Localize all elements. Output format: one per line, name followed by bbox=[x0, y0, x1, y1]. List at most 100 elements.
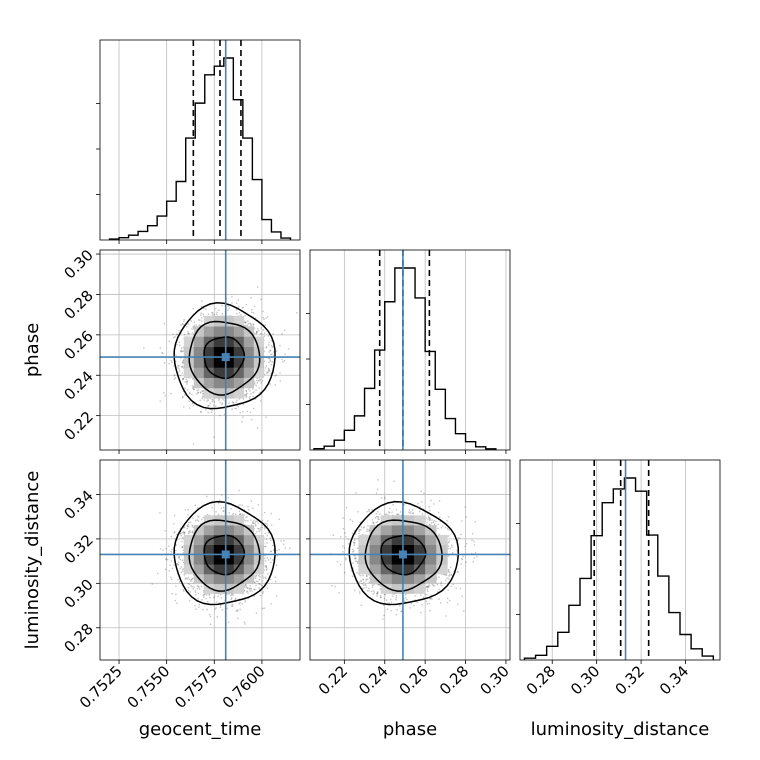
sample-point bbox=[403, 598, 405, 600]
sample-point bbox=[190, 580, 192, 582]
sample-point bbox=[211, 500, 213, 502]
sample-point bbox=[245, 394, 247, 397]
sample-point bbox=[264, 565, 266, 567]
sample-point bbox=[239, 504, 241, 506]
sample-point bbox=[269, 360, 272, 362]
sample-point bbox=[384, 593, 386, 596]
density-cell bbox=[402, 534, 415, 545]
sample-point bbox=[175, 360, 177, 363]
sample-point bbox=[178, 341, 181, 344]
sample-point bbox=[456, 570, 459, 573]
sample-point bbox=[258, 587, 260, 589]
sample-point bbox=[211, 506, 213, 509]
sample-point bbox=[162, 549, 164, 551]
density-cell bbox=[233, 544, 245, 555]
sample-point bbox=[376, 595, 378, 597]
sample-point bbox=[274, 375, 276, 377]
sample-point bbox=[259, 400, 262, 402]
sample-point bbox=[175, 549, 177, 552]
y-tick-label: 0.28 bbox=[60, 620, 96, 656]
sample-point bbox=[425, 600, 427, 603]
sample-point bbox=[202, 390, 204, 393]
sample-point bbox=[231, 605, 234, 607]
density-cell bbox=[213, 544, 225, 555]
density-cell bbox=[243, 346, 255, 358]
density-cell bbox=[223, 346, 235, 358]
sample-point bbox=[377, 515, 379, 518]
density-cell bbox=[203, 564, 215, 575]
sample-point bbox=[223, 510, 225, 512]
sample-point bbox=[420, 490, 423, 493]
sample-point bbox=[361, 582, 363, 585]
sample-point bbox=[273, 351, 275, 353]
sample-point bbox=[179, 375, 181, 377]
sample-point bbox=[182, 346, 185, 349]
sample-point bbox=[192, 326, 194, 329]
sample-point bbox=[219, 606, 222, 608]
sample-point bbox=[197, 391, 199, 394]
sample-point bbox=[353, 550, 355, 552]
sample-point bbox=[252, 522, 255, 524]
panel-luminosity-distance-vs-phase: 0.22 0.24 0.26 0.28 0.30 bbox=[306, 459, 513, 698]
sample-point bbox=[449, 599, 451, 602]
sample-point bbox=[192, 404, 194, 407]
sample-point bbox=[265, 416, 267, 418]
density-cell bbox=[414, 534, 426, 545]
sample-point bbox=[181, 372, 184, 374]
sample-point bbox=[199, 319, 201, 321]
sample-point bbox=[440, 584, 443, 587]
sample-point bbox=[271, 345, 273, 347]
sample-point bbox=[182, 570, 184, 572]
density-cell bbox=[183, 336, 195, 348]
sample-point bbox=[372, 521, 375, 524]
sample-point bbox=[433, 503, 435, 505]
y-tick-label: 0.34 bbox=[60, 487, 96, 523]
sample-point bbox=[245, 395, 248, 397]
sample-point bbox=[207, 405, 209, 407]
sample-point bbox=[254, 532, 257, 535]
sample-point bbox=[257, 527, 259, 530]
sample-point bbox=[270, 524, 273, 526]
sample-point bbox=[349, 519, 351, 521]
sample-point bbox=[182, 367, 185, 369]
sample-point bbox=[239, 608, 241, 611]
sample-point bbox=[351, 520, 354, 522]
sample-point bbox=[253, 595, 255, 598]
sample-point bbox=[448, 575, 450, 577]
density-cell bbox=[369, 525, 382, 536]
sample-point bbox=[187, 332, 190, 335]
sample-point bbox=[269, 578, 272, 581]
sample-point bbox=[163, 362, 166, 364]
sample-point bbox=[403, 599, 405, 602]
sample-point bbox=[202, 395, 204, 397]
panel-phase-vs-geocent-time: 0.22 0.24 0.26 0.28 0.30 bbox=[60, 246, 301, 454]
sample-point bbox=[170, 576, 172, 578]
sample-point bbox=[445, 615, 447, 617]
sample-point bbox=[287, 348, 290, 350]
sample-point bbox=[461, 557, 463, 560]
sample-point bbox=[345, 506, 348, 509]
sample-point bbox=[430, 594, 432, 597]
sample-point bbox=[367, 525, 369, 527]
sample-point bbox=[262, 575, 264, 577]
density-cell bbox=[213, 346, 225, 358]
hist-panel-luminosity-distance: 0.28 0.30 0.32 0.34 bbox=[516, 459, 721, 698]
density-cell bbox=[203, 583, 215, 594]
sample-point bbox=[222, 399, 224, 401]
sample-point bbox=[243, 509, 246, 511]
sample-point bbox=[403, 503, 405, 506]
sample-point bbox=[175, 333, 178, 336]
sample-point bbox=[454, 572, 457, 574]
sample-point bbox=[252, 316, 254, 318]
sample-point bbox=[262, 329, 265, 331]
sample-point bbox=[447, 548, 449, 550]
sample-point bbox=[219, 414, 221, 417]
sample-point bbox=[261, 524, 263, 526]
sample-point bbox=[188, 522, 190, 524]
sample-point bbox=[279, 380, 282, 382]
sample-point bbox=[164, 568, 167, 571]
sample-point bbox=[213, 313, 215, 316]
sample-point bbox=[427, 585, 430, 588]
sample-point bbox=[236, 313, 238, 315]
